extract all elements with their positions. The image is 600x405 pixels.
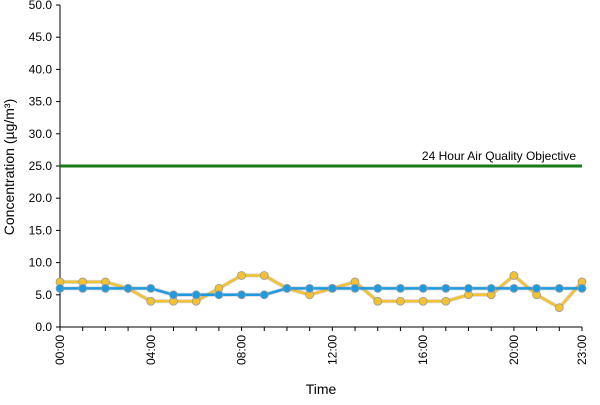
y-tick-label: 10.0 [29,256,53,270]
data-point [259,290,269,300]
data-point [418,296,428,306]
data-point [396,283,405,293]
data-point [237,290,246,300]
data-point [554,283,564,293]
data-point [259,271,269,280]
data-point [78,283,88,293]
data-point [509,283,519,293]
y-tick-label: 30.0 [29,127,53,141]
x-tick-label: 00:00 [53,335,67,365]
y-tick-label: 5.0 [35,288,52,302]
x-tick-label: 16:00 [416,335,430,365]
x-axis-title: Time [306,381,337,397]
data-point [123,283,133,293]
data-point [441,296,451,306]
objective-label: 24 Hour Air Quality Objective [422,149,576,163]
data-point [396,296,405,306]
data-point [373,283,383,293]
y-tick-label: 50.0 [29,0,53,12]
data-point [350,283,360,293]
data-point [373,296,383,306]
data-point [146,296,156,306]
y-axis-title: Concentration (µg/m³) [1,99,17,235]
data-point [191,290,201,300]
data-point [169,290,178,300]
data-point [214,290,224,300]
data-point [464,283,473,293]
y-tick-label: 20.0 [29,191,53,205]
data-point [146,283,156,293]
series-line [60,274,583,309]
data-point [577,283,587,293]
data-point [554,303,564,313]
y-tick-label: 0.0 [35,320,52,334]
data-point [55,283,65,293]
y-tick-label: 40.0 [29,62,53,76]
data-point [282,283,292,293]
x-tick-labels: 00:00 04:00 08:00 12:00 16:00 20:00 23:00 [53,335,589,365]
y-tick-label: 15.0 [29,223,53,237]
data-point [305,283,315,293]
data-point [418,283,428,293]
data-point [509,271,519,280]
data-point [532,283,542,293]
y-tick-label: 35.0 [29,95,53,109]
x-tick-label: 08:00 [235,335,249,365]
y-tick-label: 45.0 [29,30,53,44]
data-point [100,283,110,293]
x-tick-label: 04:00 [144,335,158,365]
data-point [237,271,246,280]
y-tick-labels: 0.0 5.0 10.0 15.0 20.0 25.0 30.0 35.0 40.0 45.0 50… [29,0,53,334]
x-tick-label: 20:00 [507,335,521,365]
series-group [55,271,587,313]
series-1 [55,271,587,313]
data-point [486,283,496,293]
objective-line-group: 24 Hour Air Quality Objective [60,149,582,168]
data-point [327,283,337,293]
series-2 [55,283,587,300]
data-point [441,283,451,293]
x-tick-label: 12:00 [325,335,339,365]
x-tick-label: 23:00 [575,335,589,365]
y-tick-label: 25.0 [29,159,53,173]
